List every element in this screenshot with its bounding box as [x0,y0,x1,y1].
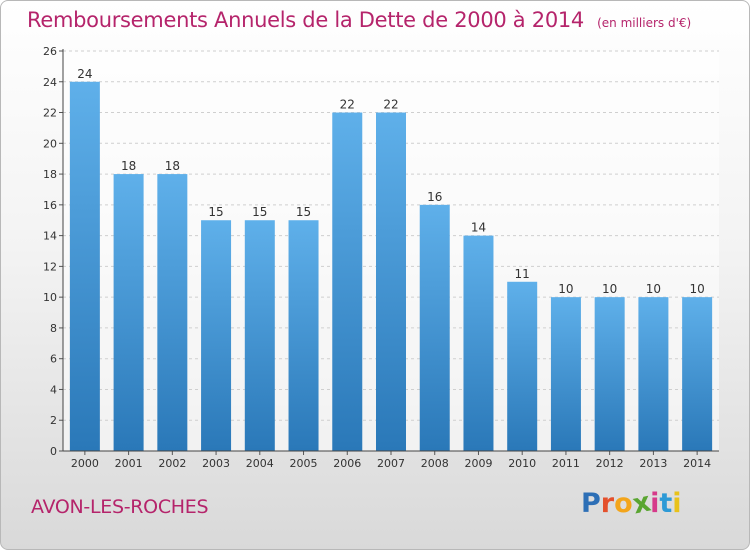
bar [507,281,538,451]
logo-letter: P [581,488,601,519]
logo-letter: r [600,488,615,519]
bar [682,297,713,451]
y-tick-label: 20 [43,137,57,150]
bar [550,297,581,451]
bar [69,81,100,452]
y-tick-label: 18 [43,168,57,181]
y-tick-label: 22 [43,107,57,120]
y-tick-label: 10 [43,291,57,304]
x-tick-label: 2003 [202,457,230,470]
bar [419,204,450,451]
x-tick-label: 2002 [158,457,186,470]
bar [113,174,144,452]
y-tick-label: 6 [50,353,57,366]
y-tick-label: 24 [43,76,57,89]
data-label: 16 [427,190,442,204]
bar [201,220,232,451]
data-label: 10 [646,282,661,296]
logo-letter: o [614,488,633,519]
bar [288,220,319,451]
data-label: 22 [383,98,398,112]
x-tick-label: 2000 [71,457,99,470]
bar [244,220,275,451]
data-label: 11 [515,267,530,281]
data-label: 14 [471,221,486,235]
x-tick-label: 2007 [377,457,405,470]
x-tick-label: 2001 [115,457,143,470]
chart-title: Remboursements Annuels de la Dette de 20… [27,8,584,32]
logo-letter: t [659,488,673,519]
y-tick-label: 14 [43,230,57,243]
logo-letter: i [672,488,682,519]
x-tick-label: 2005 [290,457,318,470]
x-tick-label: 2010 [508,457,536,470]
x-tick-label: 2012 [596,457,624,470]
bar [332,112,363,452]
data-label: 15 [252,205,267,219]
x-tick-label: 2009 [464,457,492,470]
y-tick-label: 0 [50,445,57,458]
y-tick-label: 12 [43,260,57,273]
x-tick-label: 2011 [552,457,580,470]
data-label: 15 [296,205,311,219]
data-label: 10 [689,282,704,296]
title-row: Remboursements Annuels de la Dette de 20… [27,8,691,32]
bar [157,174,188,452]
y-tick-label: 26 [43,45,57,58]
data-label: 10 [558,282,573,296]
bar [638,297,669,451]
data-label: 18 [165,159,180,173]
x-tick-label: 2014 [683,457,711,470]
bar [594,297,625,451]
data-label: 22 [340,98,355,112]
y-tick-label: 16 [43,199,57,212]
bar [376,112,406,452]
data-label: 15 [208,205,223,219]
chart-unit-label: (en milliers d'€) [597,16,692,30]
x-tick-label: 2013 [639,457,667,470]
data-label: 10 [602,282,617,296]
x-tick-label: 2004 [246,457,274,470]
y-tick-label: 2 [50,414,57,427]
data-label: 18 [121,159,136,173]
logo-letter: i [650,488,660,519]
proxiti-logo: Proxiti [581,487,682,521]
x-tick-label: 2008 [421,457,449,470]
y-tick-label: 4 [50,383,57,396]
bars: 24 18 18 15 15 15 22 22 16 14 11 10 10 10 10 [69,67,713,452]
bar [463,235,494,451]
y-tick-label: 8 [50,322,57,335]
town-name: AVON-LES-ROCHES [31,496,209,518]
data-label: 24 [77,67,92,81]
x-tick-label: 2006 [333,457,361,470]
